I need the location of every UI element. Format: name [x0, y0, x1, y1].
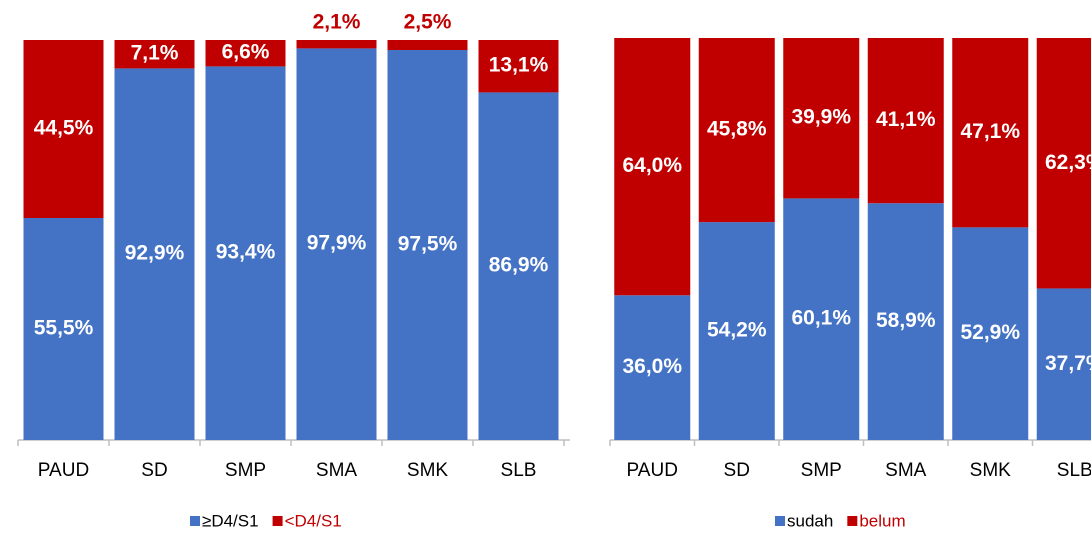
bar-segment [614, 295, 691, 440]
value-label: 47,1% [960, 120, 1020, 143]
value-label: 52,9% [960, 321, 1020, 344]
bar-segment [1036, 288, 1091, 440]
bar-segment [783, 198, 860, 440]
x-tick-label: SMK [970, 460, 1012, 481]
value-label: 93,4% [216, 241, 276, 264]
value-label: 6,6% [222, 41, 270, 64]
bar-segment [783, 38, 860, 199]
x-tick-label: SMP [801, 460, 842, 481]
value-label: 2,1% [313, 11, 361, 34]
legend-swatch [190, 516, 200, 526]
value-label: 86,9% [489, 254, 549, 277]
bar-segment [296, 48, 377, 441]
value-label: 60,1% [791, 307, 851, 330]
bar-segment [478, 92, 559, 441]
x-tick-label: SD [724, 460, 750, 481]
value-label: 36,0% [622, 355, 682, 378]
bar-segment [205, 40, 286, 67]
value-label: 62,3% [1045, 151, 1091, 174]
value-label: 64,0% [622, 154, 682, 177]
bar-segment [1036, 38, 1091, 289]
value-label: 7,1% [131, 42, 179, 65]
bar-segment [23, 40, 104, 218]
bar-segment [23, 218, 104, 440]
value-label: 97,5% [398, 233, 458, 256]
bar-segment [698, 38, 775, 223]
value-label: 55,5% [34, 317, 94, 340]
bar-segment [478, 40, 559, 93]
value-label: 92,9% [125, 242, 185, 265]
value-label: 39,9% [791, 106, 851, 129]
value-label: 54,2% [707, 319, 767, 342]
value-label: 97,9% [307, 232, 367, 255]
bar-segment [952, 38, 1029, 228]
legend-label: sudah [787, 511, 833, 530]
value-label: 13,1% [489, 54, 549, 77]
value-label: 41,1% [876, 108, 936, 131]
bar-segment [387, 50, 468, 440]
legend-swatch [847, 516, 858, 526]
legend-swatch [775, 516, 785, 526]
bar-segment [867, 203, 944, 440]
x-tick-label: SLB [501, 460, 537, 481]
legend-label: ≥D4/S1 [202, 511, 259, 530]
bar-segment [698, 222, 775, 440]
x-tick-label: SD [141, 460, 167, 481]
x-tick-label: SMP [225, 460, 266, 481]
x-tick-label: SMA [885, 460, 927, 481]
legend-label: belum [859, 511, 905, 530]
bar-segment [114, 40, 195, 69]
value-label: 44,5% [34, 117, 94, 140]
bar-segment [952, 227, 1029, 440]
bar-segment [296, 40, 377, 49]
value-label: 2,5% [404, 11, 452, 34]
bar-segment [614, 38, 691, 296]
x-tick-label: SMK [407, 460, 449, 481]
legend-label: <D4/S1 [285, 511, 342, 530]
x-tick-label: PAUD [38, 460, 89, 481]
value-label: 45,8% [707, 118, 767, 141]
x-tick-label: PAUD [627, 460, 678, 481]
value-label: 37,7% [1045, 352, 1091, 375]
x-tick-label: SMA [316, 460, 358, 481]
bar-segment [867, 38, 944, 204]
legend-swatch [272, 516, 283, 526]
value-label: 58,9% [876, 309, 936, 332]
bar-segment [205, 66, 286, 441]
bar-segment [114, 68, 195, 441]
bar-segment [387, 40, 468, 50]
x-tick-label: SLB [1057, 460, 1091, 481]
